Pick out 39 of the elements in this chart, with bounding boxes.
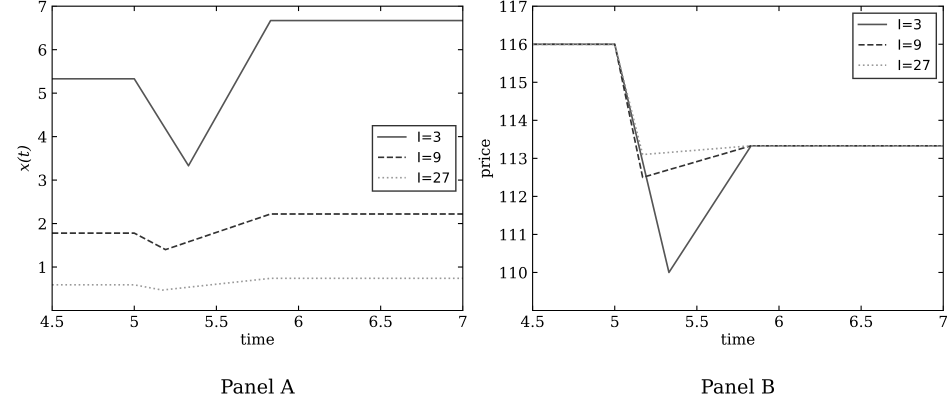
y-tick-label: 2 — [38, 218, 46, 230]
y-tick-label: 110 — [500, 266, 527, 278]
legend-label: I=3 — [898, 18, 921, 30]
text: Panel B — [702, 378, 774, 394]
y-tick-label: 112 — [500, 190, 526, 202]
x-tick-label: 5.5 — [206, 316, 228, 328]
y-tick-label: 4 — [38, 131, 47, 142]
x-tick-label: 5 — [130, 316, 138, 328]
y-tick-label: 3 — [38, 174, 46, 186]
y-axis-title: x(t) — [17, 146, 32, 172]
y-tick-label: 5 — [38, 88, 46, 100]
y-tick-label: 111 — [500, 228, 526, 240]
x-tick-label: 6 — [294, 316, 302, 328]
x-tick-label: 5 — [611, 316, 618, 328]
text: Panel A — [221, 378, 295, 394]
y-tick-label: 1 — [39, 261, 46, 273]
legend-label: I=9 — [418, 152, 440, 162]
x-tick-label: 4.5 — [40, 316, 64, 328]
y-tick-label: 117 — [500, 0, 527, 12]
y-tick-label: 113 — [500, 152, 527, 164]
x-tick-label: 6.5 — [850, 316, 872, 328]
legend-label: I=27 — [898, 60, 930, 70]
y-axis-title: price — [478, 139, 494, 178]
y-tick-label: 115 — [500, 76, 527, 88]
x-axis-title: time — [240, 333, 274, 345]
x-axis-title: time — [721, 333, 754, 345]
y-tick-label: 7 — [38, 0, 46, 12]
x-tick-label: 6.5 — [370, 316, 392, 328]
legend-label: I=3 — [418, 131, 440, 142]
y-tick-label: 116 — [500, 38, 527, 50]
x-tick-label: 7 — [459, 316, 467, 327]
x-tick-label: 4.5 — [520, 316, 544, 328]
y-tick-label: 114 — [500, 114, 527, 126]
legend-label: I=9 — [898, 39, 921, 50]
x-tick-label: 6 — [775, 316, 783, 328]
y-tick-label: 6 — [38, 44, 46, 56]
x-tick-label: 5.5 — [686, 316, 708, 328]
x-tick-label: 7 — [940, 316, 948, 327]
legend-label: I=27 — [418, 172, 450, 183]
